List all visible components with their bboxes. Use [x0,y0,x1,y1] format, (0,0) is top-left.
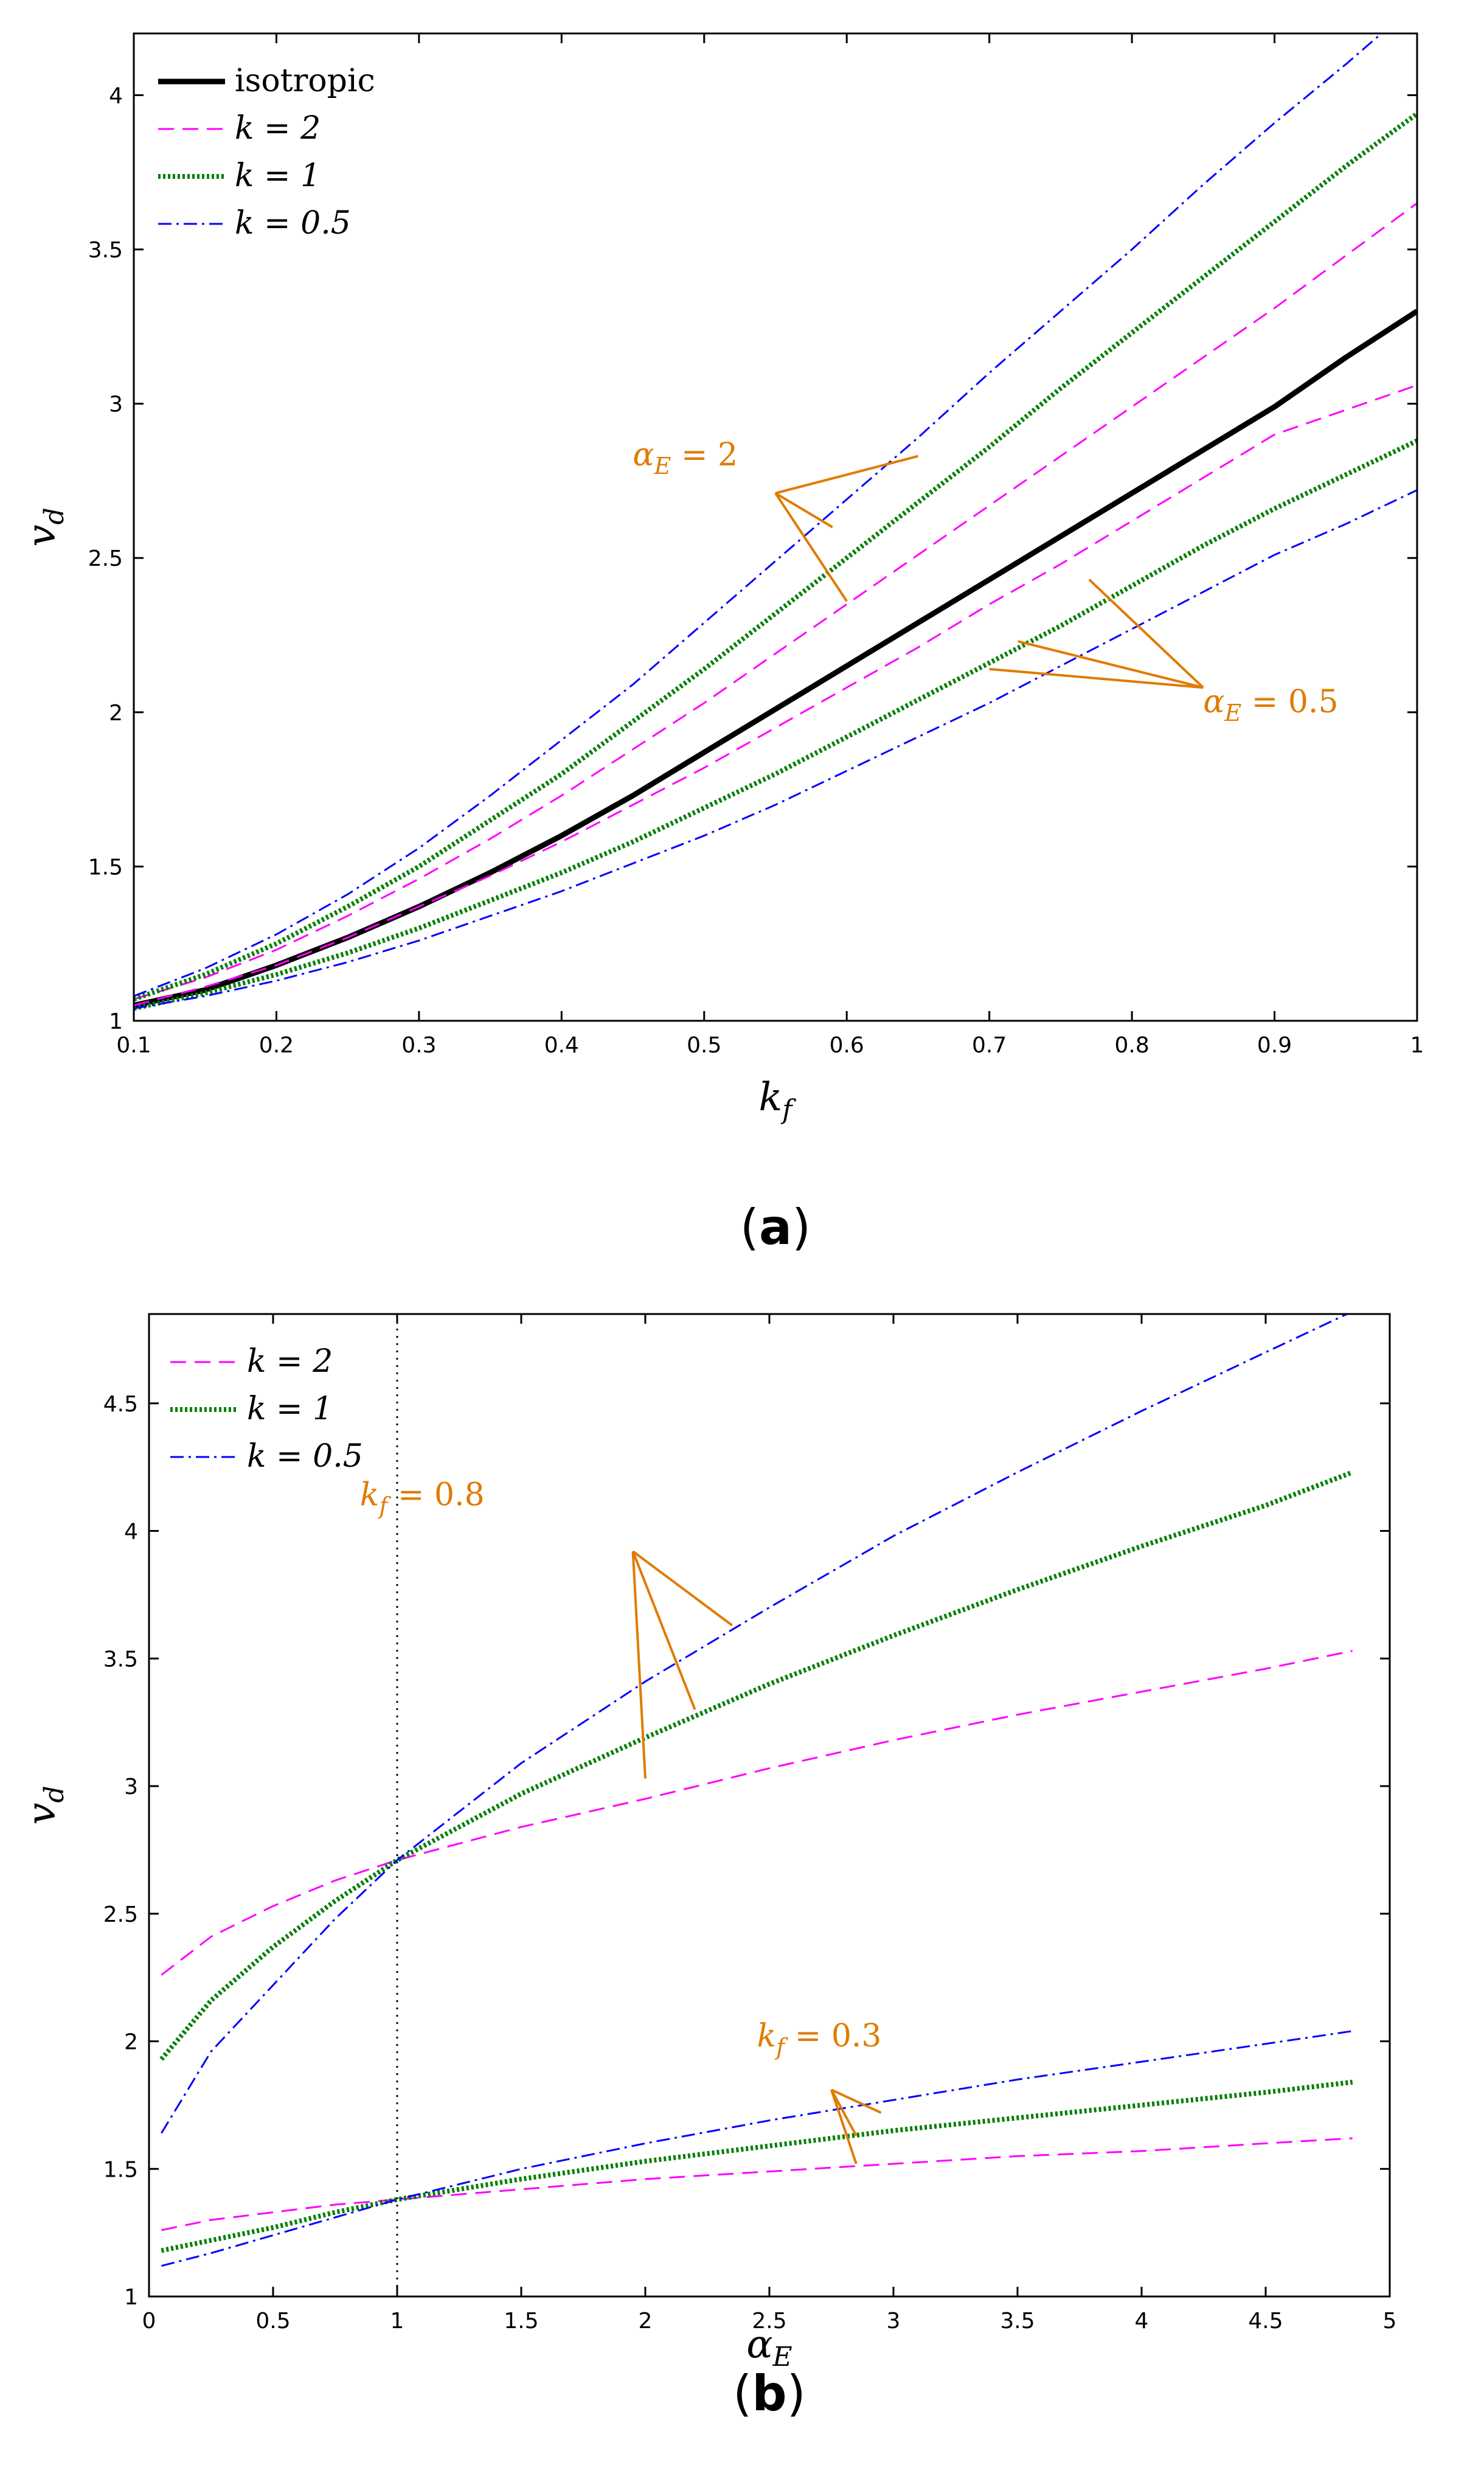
x-tick-label: 0.9 [1257,1033,1292,1058]
series-line [134,489,1417,1010]
series-group-b [159,1314,1354,2296]
y-tick-label: 3 [109,392,123,417]
legend-label: k = 1 [235,158,321,194]
x-tick-label: 0.7 [972,1033,1007,1058]
series-line [134,202,1417,1000]
y-axis-label-a: vd [19,507,70,546]
y-tick-label: 1 [109,1009,123,1034]
y-tick-label: 2.5 [103,1902,138,1927]
y-tick-label: 1.5 [88,855,123,880]
caption-a: (a) [740,1199,811,1256]
annotation-leader [1088,579,1204,689]
annotation-label: αE = 0.5 [1203,684,1338,726]
x-tick-label: 2.5 [752,2309,786,2334]
annotation-leader [989,667,1204,689]
annotation-leader [632,1550,733,1627]
series-line [161,2079,1353,2253]
series-line [161,1314,1350,2134]
caption-b: (b) [733,2365,806,2422]
y-tick-label: 4 [109,83,123,108]
x-tick-label: 4.5 [1248,2309,1283,2334]
series-line [134,384,1417,1007]
chart-panel-b: kf = 0.8 kf = 0.3 0 0.5 1 1.5 2 2.5 3 3.5 4 4.5 5 1 1… [19,1313,1397,2422]
annotation-leader [830,2089,858,2136]
annotation-label: kf = 0.3 [757,2018,882,2060]
legend-label: isotropic [235,63,375,99]
y-tick-label: 4 [124,1520,138,1545]
y-tick-label: 3.5 [88,238,123,263]
y-tick-label: 3.5 [103,1647,138,1672]
y-tick-label: 2 [124,2030,138,2055]
axis-ticks-b: 0 0.5 1 1.5 2 2.5 3 3.5 4 4.5 5 1 1.5 2 2.5 3 3.5 4 4.5 [103,1314,1397,2334]
x-tick-label: 0.4 [544,1033,579,1058]
series-line [134,111,1417,1002]
x-tick-label: 4 [1135,2309,1149,2334]
annotation-leader [631,1551,696,1710]
annotation-leader [830,2089,858,2164]
x-axis-label-b: αE [746,2322,792,2373]
series-line [134,438,1417,1011]
x-tick-label: 1 [390,2309,404,2334]
legend-b: k = 2 k = 1 k = 0.5 [170,1343,363,1475]
chart-panel-a: αE = 2αE = 0.5 0.1 0.2 0.3 0.4 0.5 0.6 0.7 0.8 0… [19,32,1424,1256]
legend-label: k = 2 [247,1343,333,1380]
x-tick-label: 1.5 [504,2309,538,2334]
x-tick-label: 1 [1410,1033,1424,1058]
legend-label: k = 2 [235,110,321,147]
x-tick-label: 3.5 [1000,2309,1035,2334]
series-line [134,308,1417,1008]
x-tick-label: 2 [639,2309,653,2334]
y-tick-label: 2.5 [88,546,123,571]
x-tick-label: 0.1 [116,1033,151,1058]
x-tick-label: 5 [1383,2309,1397,2334]
y-tick-label: 1 [124,2285,138,2310]
annotation-leader [631,1551,647,1779]
series-line [134,33,1383,997]
x-tick-label: 0 [142,2309,156,2334]
y-tick-label: 4.5 [103,1392,138,1417]
y-tick-label: 3 [124,1775,138,1799]
series-line [161,2030,1353,2267]
x-tick-label: 0.5 [687,1033,721,1058]
legend-label: k = 0.5 [247,1438,363,1475]
y-tick-label: 1.5 [103,2157,138,2182]
series-line [161,1650,1353,1976]
annotation-leader [831,2088,882,2114]
x-tick-label: 3 [887,2309,901,2334]
annotation-leader [775,454,918,495]
annotation-leader [774,492,848,602]
annotation-label: kf = 0.8 [360,1477,485,1520]
x-tick-label: 0.3 [401,1033,436,1058]
series-group-a [134,33,1417,1011]
annotation-label: αE = 2 [633,437,738,479]
axis-ticks-a: 0.1 0.2 0.3 0.4 0.5 0.6 0.7 0.8 0.9 1 1 1.5 2 2.5 3 3.5… [88,33,1424,1058]
x-tick-label: 0.6 [830,1033,864,1058]
series-line [159,1470,1354,2061]
x-tick-label: 0.5 [255,2309,290,2334]
x-axis-label-a: kf [758,1075,796,1125]
series-line [161,2137,1353,2231]
legend-label: k = 0.5 [235,205,351,242]
x-tick-label: 0.2 [259,1033,294,1058]
legend-a: isotropic k = 2 k = 1 k = 0.5 [158,63,375,242]
legend-label: k = 1 [247,1391,333,1427]
y-tick-label: 2 [109,701,123,726]
annotation-leader [774,492,833,529]
x-tick-label: 0.8 [1114,1033,1149,1058]
y-axis-label-b: vd [19,1785,70,1824]
annotations-b: kf = 0.8 kf = 0.3 [360,1477,882,2164]
plot-area-a [133,32,1418,1022]
annotations-a: αE = 2 αE = 0.5 [633,437,1339,726]
annotation-leader [1018,640,1204,689]
